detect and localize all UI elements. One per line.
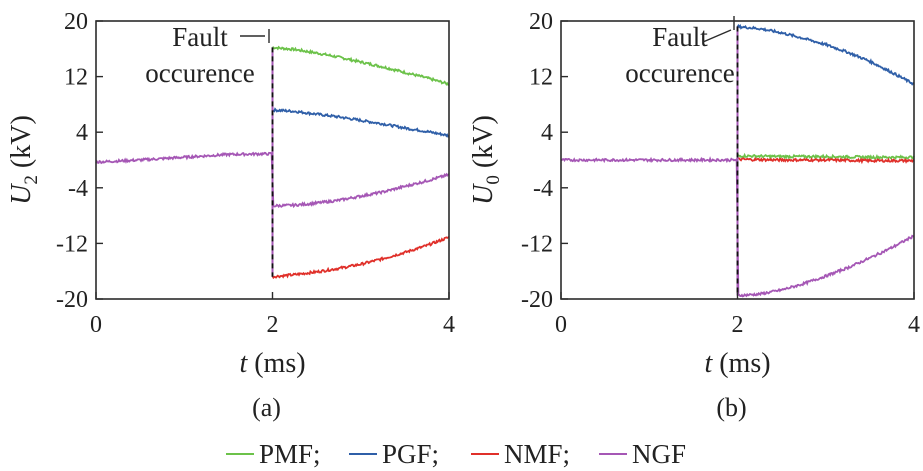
y-tick-label: -20 xyxy=(56,287,88,313)
y-tick-label: -12 xyxy=(56,231,88,257)
series-line-pmf xyxy=(272,45,450,86)
legend-item-pmf: PMF; xyxy=(226,439,321,469)
x-axis-symbol: t xyxy=(704,348,713,379)
y-tick-label: -4 xyxy=(68,176,88,202)
x-axis-label: t (ms) xyxy=(239,348,305,379)
legend-sep: ; xyxy=(313,439,321,469)
legend-item-ngf: NGF xyxy=(599,439,686,469)
series-line-pgf xyxy=(736,23,915,86)
panel-label: (a) xyxy=(252,393,281,422)
annotation-line-2: occurence xyxy=(625,58,734,88)
y-axis-label: U2 (kV) xyxy=(6,115,42,205)
x-tick-label: 0 xyxy=(555,312,567,338)
legend-name: PGF xyxy=(382,439,432,469)
x-axis-unit: (ms) xyxy=(247,348,305,379)
legend-label: PGF; xyxy=(382,439,439,469)
x-tick-label: 4 xyxy=(908,312,920,338)
y-tick-label: 4 xyxy=(76,120,88,146)
y-axis-unit: (kV) xyxy=(6,115,37,175)
legend: PMF; PGF; NMF; NGF xyxy=(226,439,686,469)
series-line-nmf xyxy=(736,156,915,165)
x-tick-label: 2 xyxy=(267,312,279,338)
y-tick-label: -12 xyxy=(521,231,553,257)
y-axis-unit: (kV) xyxy=(468,115,499,175)
legend-name: NMF xyxy=(504,439,563,469)
y-tick-label: 12 xyxy=(529,65,553,91)
annotation-leader xyxy=(702,29,732,43)
annotation-line-1: Fault xyxy=(652,22,708,52)
y-axis-symbol: U xyxy=(6,183,37,205)
legend-sep: ; xyxy=(563,439,571,469)
legend-sep: ; xyxy=(432,439,440,469)
series-line-pmf xyxy=(737,152,915,161)
annotation-line-1: Fault xyxy=(172,22,228,52)
panel-label: (b) xyxy=(716,393,746,422)
annotation-line-2: occurence xyxy=(145,58,254,88)
y-axis-symbol: U xyxy=(468,183,499,205)
y-tick-label: -4 xyxy=(533,176,553,202)
x-axis-label: t (ms) xyxy=(704,348,770,379)
legend-item-pgf: PGF; xyxy=(349,439,439,469)
legend-name: NGF xyxy=(632,439,686,469)
y-tick-label: 20 xyxy=(529,9,553,35)
legend-name: PMF xyxy=(259,439,313,469)
x-tick-label: 2 xyxy=(732,312,744,338)
legend-item-nmf: NMF; xyxy=(471,439,570,469)
series-line-pgf xyxy=(272,107,450,138)
x-tick-label: 4 xyxy=(443,312,455,338)
y-axis-subscript: 2 xyxy=(21,175,42,185)
x-tick-label: 0 xyxy=(90,312,102,338)
y-axis-label: U0 (kV) xyxy=(468,115,504,205)
x-axis-symbol: t xyxy=(239,348,248,379)
y-tick-label: -20 xyxy=(521,287,553,313)
y-tick-label: 12 xyxy=(64,65,88,91)
legend-label: NMF; xyxy=(504,439,570,469)
legend-label: NGF xyxy=(632,439,686,469)
series-line-nmf xyxy=(271,235,450,280)
y-axis-subscript: 0 xyxy=(483,175,504,185)
y-tick-label: 20 xyxy=(64,9,88,35)
y-tick-label: 4 xyxy=(541,120,553,146)
x-axis-unit: (ms) xyxy=(712,348,770,379)
legend-label: PMF; xyxy=(259,439,321,469)
